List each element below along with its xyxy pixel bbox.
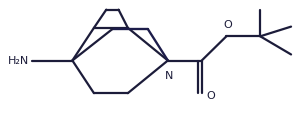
Text: O: O <box>206 91 215 101</box>
Text: N: N <box>165 71 174 81</box>
Text: O: O <box>224 20 232 30</box>
Text: H₂N: H₂N <box>8 56 29 65</box>
